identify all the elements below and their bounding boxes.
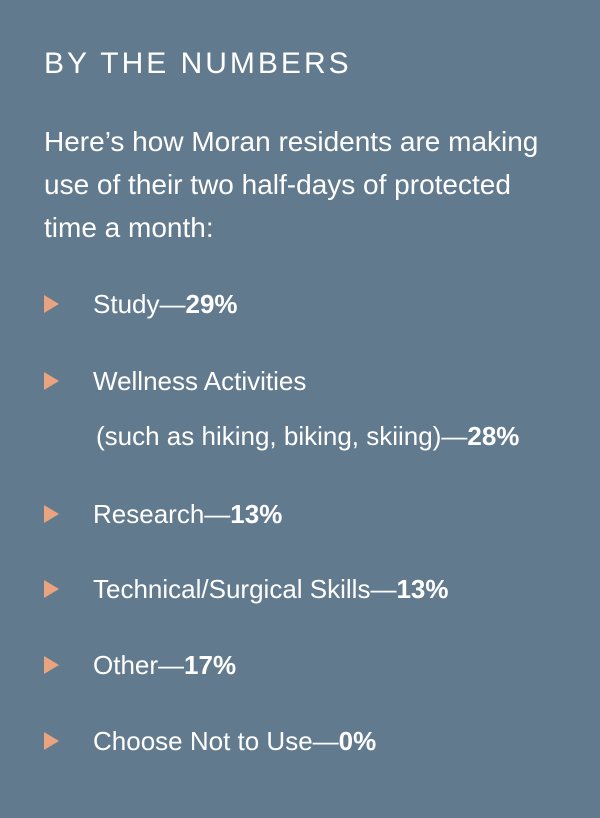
- triangle-right-icon: [44, 295, 59, 313]
- stat-text: Other—17%: [93, 647, 236, 683]
- stat-label: Research: [93, 499, 205, 529]
- stat-dash: —: [312, 726, 339, 756]
- triangle-right-icon: [44, 732, 59, 750]
- stat-text: Technical/Surgical Skills—13%: [93, 571, 449, 607]
- stat-label: Technical/Surgical Skills: [93, 574, 371, 604]
- triangle-right-icon: [44, 580, 59, 598]
- stat-text: Research—13%: [93, 496, 282, 532]
- stat-text: Study—29%: [93, 286, 238, 322]
- triangle-right-icon: [44, 656, 59, 674]
- stat-dash: —: [204, 499, 231, 529]
- stat-label: Wellness Activities: [93, 366, 307, 396]
- triangle-right-icon: [44, 372, 59, 390]
- stat-text-line2: (such as hiking, biking, skiing)—28%: [96, 418, 519, 454]
- stat-text: Choose Not to Use—0%: [93, 723, 376, 759]
- stat-percent: 29%: [185, 289, 238, 319]
- stat-label: Choose Not to Use: [93, 726, 313, 756]
- stat-dash: —: [441, 421, 468, 451]
- intro-text: Here’s how Moran residents are making us…: [44, 126, 539, 243]
- stat-percent: 13%: [230, 499, 283, 529]
- stat-percent: 0%: [338, 726, 377, 756]
- stat-dash: —: [159, 289, 186, 319]
- triangle-right-icon: [44, 505, 59, 523]
- stat-label-line2: (such as hiking, biking, skiing): [96, 421, 442, 451]
- panel-heading: BY THE NUMBERS: [44, 47, 352, 80]
- stat-dash: —: [158, 650, 185, 680]
- stat-label: Study: [93, 289, 160, 319]
- stat-text: Wellness Activities: [93, 363, 306, 399]
- stat-dash: —: [370, 574, 397, 604]
- stat-label: Other: [93, 650, 159, 680]
- stat-percent: 13%: [396, 574, 449, 604]
- stat-percent: 28%: [467, 421, 520, 451]
- stat-percent: 17%: [184, 650, 237, 680]
